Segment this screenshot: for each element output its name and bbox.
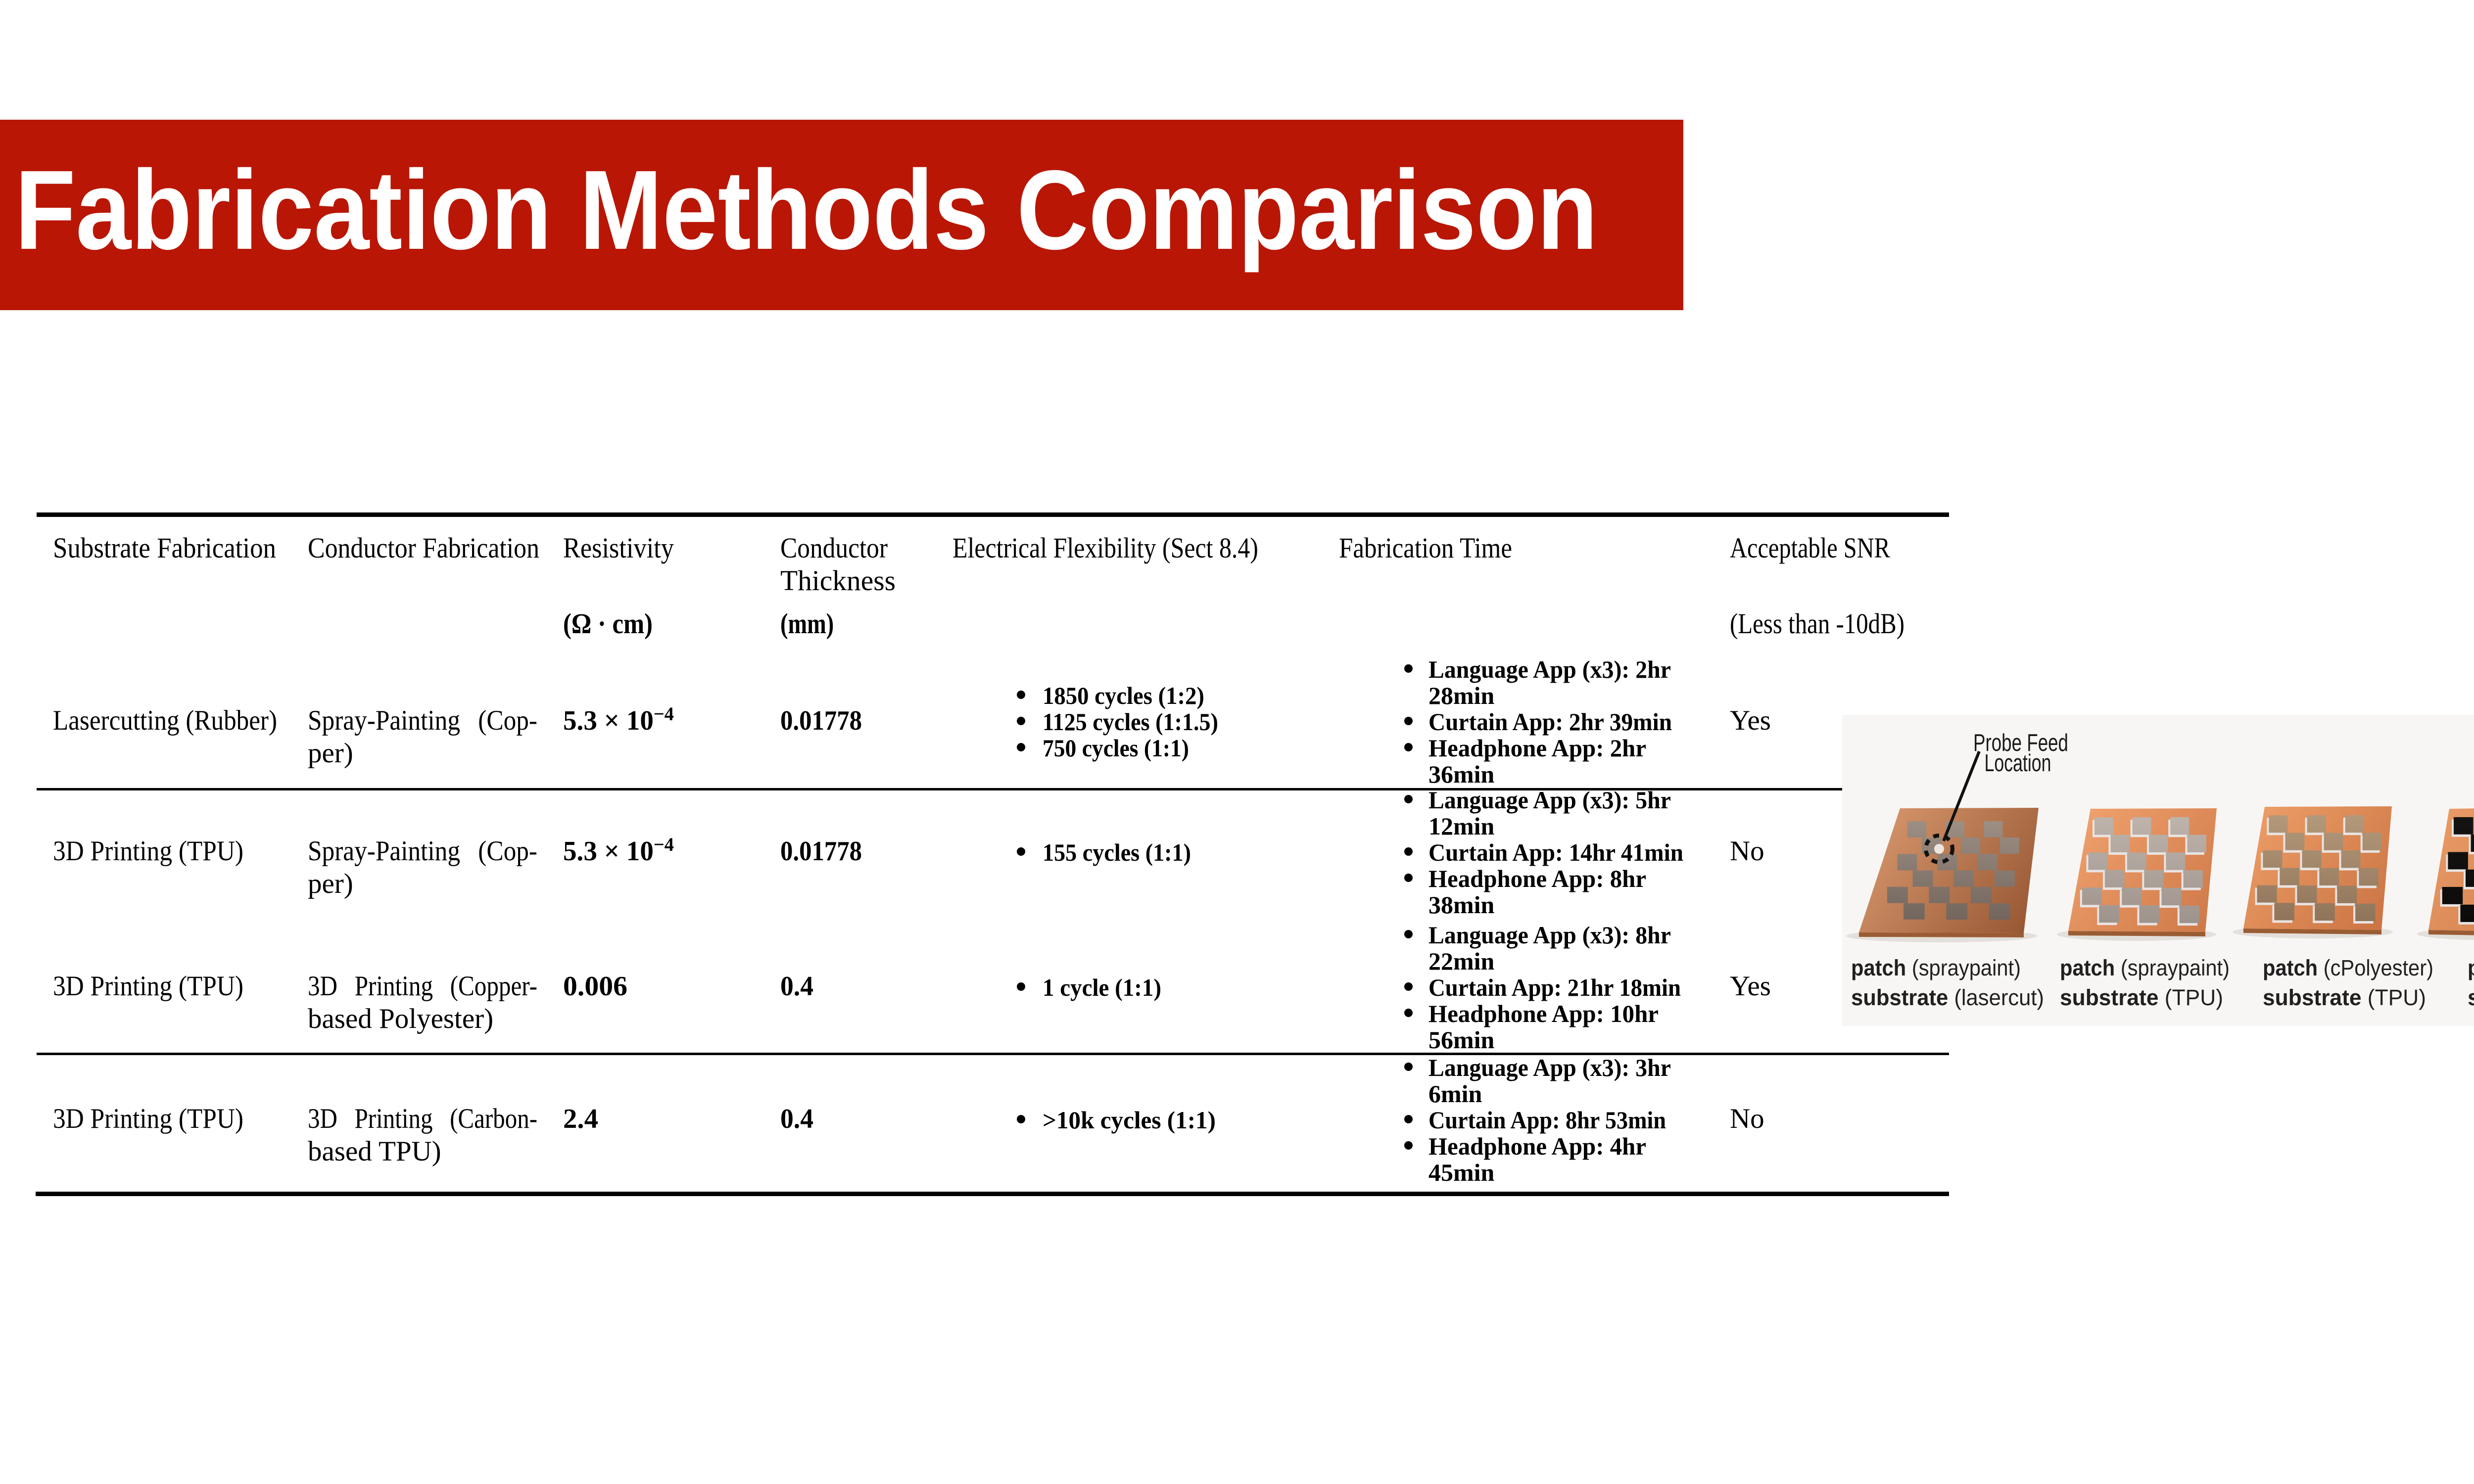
- svg-text:Probe Feed: Probe Feed: [1973, 730, 2068, 756]
- svg-text:Location: Location: [1985, 750, 2051, 777]
